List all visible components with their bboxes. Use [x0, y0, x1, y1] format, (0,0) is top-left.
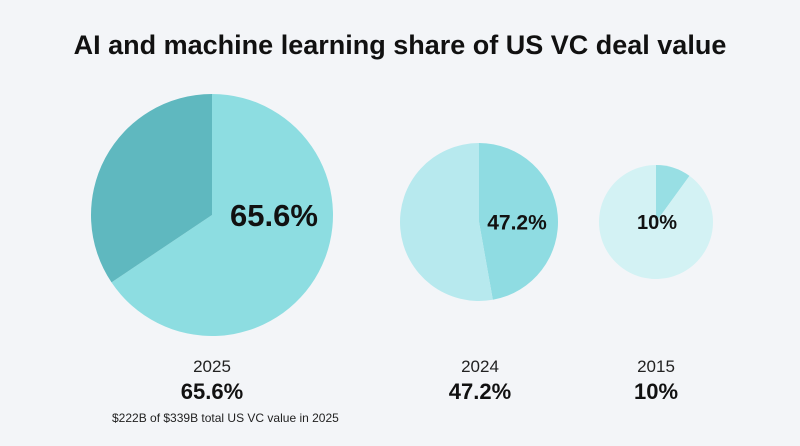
- chart-title: AI and machine learning share of US VC d…: [73, 30, 727, 60]
- pie-slice-2025-ai-ml: [111, 94, 334, 336]
- pie-value-label-2024: 47.2%: [487, 212, 547, 235]
- caption-2025: 2025 65.6% $222B of $339B total US VC va…: [112, 357, 339, 425]
- pie-slice-2024-other: [399, 143, 493, 301]
- pie-slice-2025-other: [91, 94, 212, 283]
- pie-value-label-2025: 65.6%: [230, 198, 318, 233]
- share-value: 47.2%: [448, 379, 512, 404]
- pie-slice-2015-ai-ml: [656, 165, 690, 222]
- year-label: 2015: [637, 357, 675, 376]
- pie-slice-2015-other: [598, 165, 713, 279]
- share-value: 65.6%: [180, 379, 244, 404]
- pie-value-label-2015: 10%: [637, 212, 677, 234]
- pie-slice-2024-ai-ml: [479, 143, 558, 300]
- share-value: 10%: [633, 379, 679, 404]
- footnote: $222B of $339B total US VC value in 2025: [112, 411, 339, 425]
- year-label: 2024: [461, 357, 499, 376]
- caption-2024: 2024 47.2%: [410, 357, 550, 405]
- caption-2015: 2015 10%: [596, 357, 716, 405]
- year-label: 2025: [193, 357, 231, 376]
